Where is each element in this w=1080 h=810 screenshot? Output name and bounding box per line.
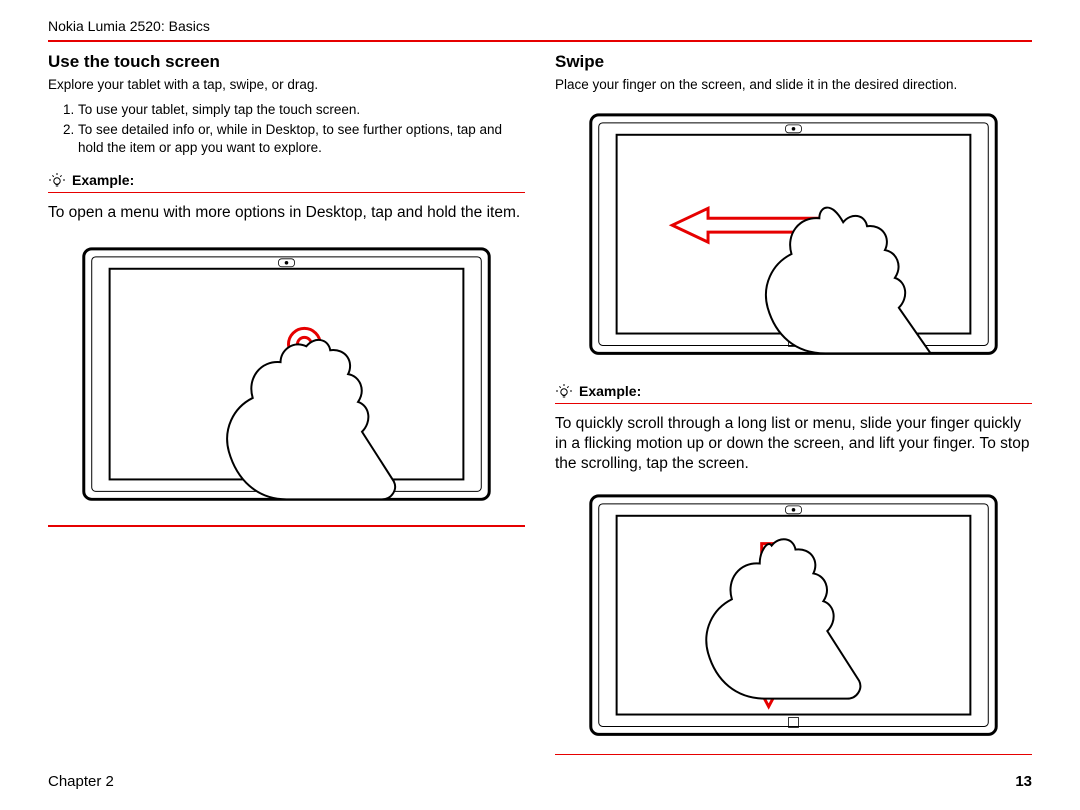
right-example-rule-bottom	[555, 754, 1032, 756]
left-step-2: To see detailed info or, while in Deskto…	[78, 121, 525, 157]
left-example-text: To open a menu with more options in Desk…	[48, 203, 525, 223]
right-title: Swipe	[555, 52, 1032, 72]
right-example-rule-top	[555, 403, 1032, 405]
header-rule	[48, 40, 1032, 42]
left-example-head: Example:	[48, 171, 525, 189]
chapter-label: Chapter 2	[48, 773, 114, 790]
right-example-label: Example:	[579, 383, 641, 399]
right-example-text: To quickly scroll through a long list or…	[555, 414, 1032, 473]
swipe-illustration	[555, 101, 1032, 367]
right-example-head: Example:	[555, 382, 1032, 400]
left-example-label: Example:	[72, 172, 134, 188]
lightbulb-icon	[48, 171, 66, 189]
left-example-rule-bottom	[48, 525, 525, 527]
right-column: Swipe Place your finger on the screen, a…	[555, 52, 1032, 755]
lightbulb-icon	[555, 382, 573, 400]
left-column: Use the touch screen Explore your tablet…	[48, 52, 525, 755]
right-intro: Place your finger on the screen, and sli…	[555, 76, 1032, 93]
page-header: Nokia Lumia 2520: Basics	[48, 18, 1032, 34]
left-title: Use the touch screen	[48, 52, 525, 72]
page-number: 13	[1015, 773, 1032, 790]
page-footer: Chapter 2 13	[48, 773, 1032, 790]
left-step-1: To use your tablet, simply tap the touch…	[78, 101, 525, 119]
left-steps: To use your tablet, simply tap the touch…	[48, 101, 525, 156]
tap-illustration	[48, 231, 525, 519]
left-intro: Explore your tablet with a tap, swipe, o…	[48, 76, 525, 93]
left-example-rule-top	[48, 192, 525, 194]
scroll-illustration	[555, 482, 1032, 748]
